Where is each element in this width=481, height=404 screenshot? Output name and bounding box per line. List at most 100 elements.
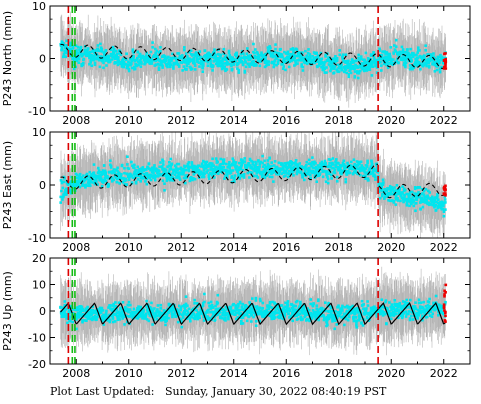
data-point [194, 54, 197, 58]
data-point [112, 47, 116, 51]
data-point [427, 196, 430, 199]
data-point [99, 49, 102, 52]
data-point [392, 52, 395, 55]
data-point [62, 180, 66, 184]
data-point [83, 52, 86, 56]
data-point [409, 201, 412, 204]
data-point [151, 174, 155, 177]
data-point [211, 65, 215, 68]
data-point [250, 63, 254, 66]
data-point [402, 56, 406, 60]
data-point [92, 57, 96, 61]
data-point [76, 57, 80, 60]
data-point [338, 167, 342, 170]
data-point [159, 161, 162, 164]
data-points [59, 38, 447, 80]
data-point [405, 192, 408, 196]
data-point [85, 172, 89, 176]
data-point [209, 62, 213, 65]
data-point [146, 173, 150, 177]
data-point [74, 44, 78, 47]
data-point [314, 161, 317, 165]
data-point [81, 53, 84, 57]
data-point [225, 173, 229, 177]
data-point [429, 53, 433, 56]
data-point [187, 161, 191, 164]
data-point [146, 166, 149, 170]
recent-point [443, 59, 446, 62]
data-point [433, 56, 436, 60]
data-point [166, 65, 169, 69]
data-point [219, 53, 223, 57]
data-point [75, 59, 79, 63]
data-point [89, 176, 92, 179]
data-point [330, 177, 333, 180]
data-point [354, 167, 358, 171]
data-point [222, 165, 226, 169]
data-point [185, 176, 189, 179]
data-point [145, 168, 148, 171]
data-point [336, 63, 340, 67]
data-point [419, 208, 422, 211]
data-point [320, 164, 324, 167]
data-point [344, 180, 348, 184]
data-point [95, 179, 98, 182]
data-point [360, 62, 364, 65]
data-point [344, 166, 348, 169]
data-point [232, 161, 235, 164]
data-point [85, 54, 89, 58]
data-point [362, 174, 365, 178]
data-point [413, 187, 417, 190]
data-point [350, 58, 354, 61]
data-point [388, 52, 392, 56]
data-point [409, 66, 413, 70]
data-point [228, 166, 232, 170]
data-point [164, 58, 168, 62]
data-point [280, 172, 283, 176]
data-point [337, 162, 340, 165]
data-point [199, 62, 203, 66]
data-point [360, 55, 363, 58]
data-point [427, 65, 431, 68]
data-point [319, 51, 323, 55]
data-point [357, 164, 360, 167]
data-point [295, 172, 299, 176]
data-point [62, 195, 65, 199]
data-point [382, 181, 385, 184]
data-point [186, 164, 190, 167]
data-point [325, 172, 329, 176]
data-point [409, 47, 412, 51]
data-point [214, 53, 217, 57]
data-point [264, 64, 268, 68]
data-point [167, 55, 170, 59]
data-point [249, 62, 252, 65]
data-point [274, 43, 277, 46]
data-point [225, 68, 229, 71]
data-point [257, 54, 260, 57]
data-point [320, 167, 323, 170]
data-point [418, 49, 421, 52]
data-point [436, 192, 439, 196]
data-point [217, 63, 221, 66]
data-point [296, 59, 299, 62]
data-point [93, 174, 97, 177]
data-point [333, 65, 337, 68]
data-point [256, 52, 259, 55]
data-point [427, 61, 431, 65]
data-point [331, 64, 335, 67]
data-point [236, 170, 240, 174]
data-point [227, 62, 230, 66]
data-point [76, 173, 79, 177]
data-point [151, 41, 154, 44]
data-point [158, 58, 162, 61]
data-point [365, 165, 369, 168]
data-point [405, 202, 409, 206]
data-point [354, 169, 357, 172]
data-point [145, 177, 149, 181]
data-point [91, 181, 94, 184]
data-point [192, 56, 196, 60]
data-point [79, 45, 83, 49]
data-point [368, 167, 371, 171]
data-point [94, 49, 97, 52]
data-point [115, 54, 118, 57]
